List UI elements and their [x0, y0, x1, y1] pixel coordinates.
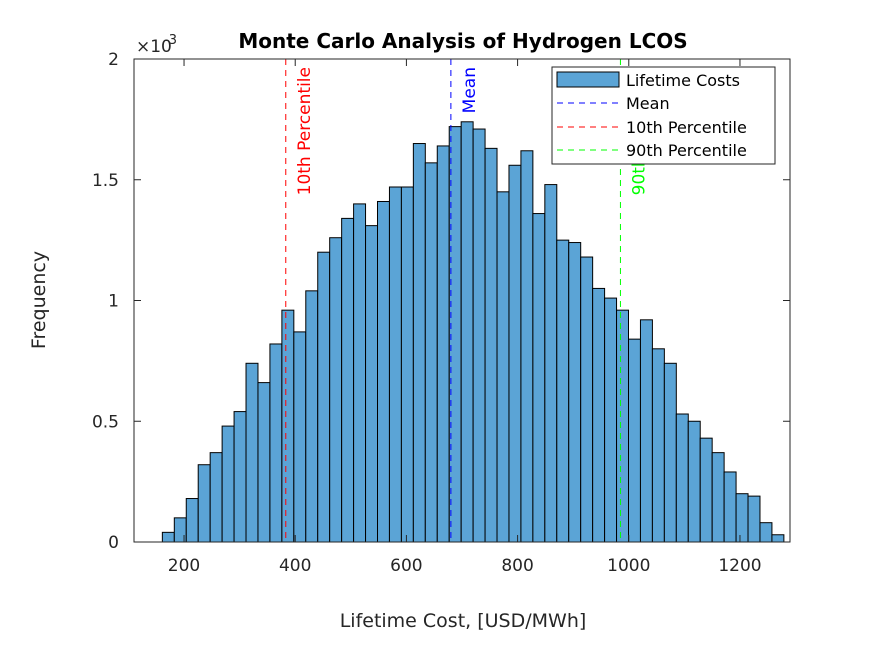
histogram-bar	[568, 242, 582, 543]
histogram-bar	[663, 362, 677, 543]
y-axis-label: Frequency	[28, 251, 50, 349]
x-tick-label: 1200	[718, 556, 761, 576]
chart-title: Monte Carlo Analysis of Hydrogen LCOS	[238, 29, 687, 53]
y-tick-label: 1.5	[92, 171, 119, 191]
histogram-bar	[532, 213, 546, 543]
histogram-bar	[424, 162, 438, 543]
x-tick-label: 800	[501, 556, 533, 576]
legend-label-mean: Mean	[626, 94, 670, 113]
y-exponent-power: -3	[164, 33, 177, 48]
histogram-bar	[197, 464, 211, 543]
x-tick-label: 1000	[607, 556, 650, 576]
histogram-bar	[496, 191, 510, 543]
legend-label-10th-percentile: 10th Percentile	[626, 118, 747, 137]
histogram-bar	[221, 425, 235, 543]
histogram-bar	[735, 493, 749, 543]
histogram-bar	[592, 287, 606, 543]
histogram-bar	[269, 343, 283, 543]
y-exponent-base: ×10	[136, 37, 172, 57]
legend-box	[551, 66, 776, 165]
histogram-bar	[508, 164, 522, 543]
histogram-bar	[209, 452, 223, 543]
histogram-bar	[639, 319, 653, 543]
histogram-bar	[711, 452, 725, 543]
histogram-bar	[651, 348, 665, 543]
histogram-bar	[544, 184, 558, 543]
histogram-bar	[580, 256, 594, 543]
histogram-bar	[472, 128, 486, 543]
x-ticks-group: 200 400 600 800 1000 1200	[168, 59, 762, 576]
y-ticks-group: 0 0.5 1 1.5 2	[92, 50, 790, 553]
histogram-bar	[616, 309, 630, 543]
histogram-bar	[341, 217, 355, 543]
x-axis-label: Lifetime Cost, [USD/MWh]	[340, 610, 587, 632]
histogram-bar	[161, 531, 175, 543]
legend-label-90th-percentile: 90th Percentile	[626, 141, 747, 160]
histogram-bar	[771, 534, 785, 543]
x-tick-label: 600	[390, 556, 422, 576]
histogram-bar	[628, 338, 641, 543]
reference-label-mean: Mean	[460, 67, 480, 113]
histogram-bar	[329, 237, 343, 543]
y-tick-label: 0.5	[92, 412, 119, 432]
y-tick-label: 2	[108, 50, 119, 70]
histogram-bar	[185, 498, 199, 543]
y-tick-label: 0	[108, 533, 119, 553]
histogram-bar	[376, 200, 390, 543]
histogram-bar	[400, 186, 414, 543]
histogram-bar	[293, 331, 307, 543]
histogram-bar	[353, 203, 367, 543]
histogram-bar	[675, 413, 689, 543]
histogram-bar	[687, 420, 701, 543]
reference-label-10th-percentile: 10th Percentile	[295, 67, 315, 195]
histogram-bar	[412, 143, 426, 543]
histogram-bar	[365, 225, 378, 543]
legend-swatch-lifetime-costs	[556, 71, 620, 88]
histogram-bar	[723, 471, 737, 543]
histogram-bar	[460, 121, 474, 543]
histogram-bar	[520, 150, 534, 543]
y-tick-label: 1	[108, 292, 119, 312]
histogram-bar	[245, 362, 259, 543]
histogram-bar	[305, 290, 319, 543]
histogram-bar	[699, 437, 713, 543]
histogram-bar	[759, 522, 773, 543]
x-tick-label: 200	[168, 556, 200, 576]
histogram-bar	[556, 239, 570, 543]
histogram-bar	[257, 382, 271, 543]
x-tick-label: 400	[279, 556, 311, 576]
legend-label-lifetime-costs: Lifetime Costs	[626, 71, 740, 90]
histogram-bar	[436, 145, 450, 543]
histogram-bar	[317, 251, 331, 543]
histogram-bar	[604, 297, 618, 543]
histogram-bar	[388, 186, 402, 543]
histogram-bar	[484, 147, 498, 543]
histogram-bar	[747, 495, 761, 543]
histogram-bar	[233, 411, 247, 543]
histogram-bar	[281, 309, 295, 543]
legend: Lifetime Costs Mean 10th Percentile 90th…	[551, 66, 776, 165]
